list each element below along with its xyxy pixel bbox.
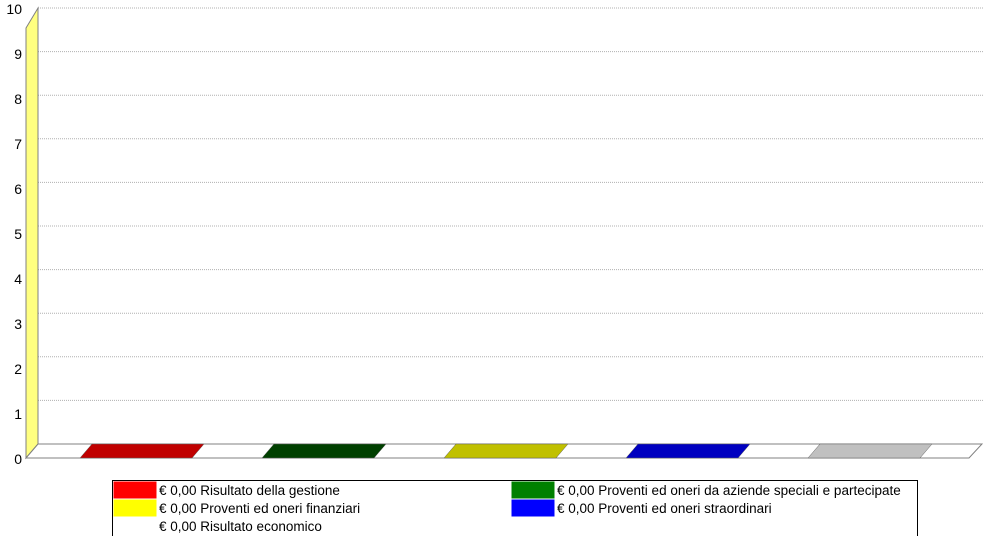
bar [261, 443, 387, 459]
legend-swatch [511, 499, 555, 517]
legend-swatch [113, 481, 157, 499]
legend-entry: € 0,00 Proventi ed oneri straordinari [557, 501, 772, 516]
bar [79, 443, 205, 459]
legend: € 0,00 Risultato della gestione € 0,00 Pr… [112, 480, 918, 536]
gridlines [38, 7, 983, 401]
y-tick-label: 2 [14, 361, 22, 377]
y-tick-label: 9 [14, 46, 22, 62]
bar [443, 443, 569, 459]
y-tick-label: 4 [14, 271, 22, 287]
legend-entry: € 0,00 Risultato della gestione [159, 483, 340, 498]
y-tick-label: 1 [14, 406, 22, 422]
y-tick-label: 6 [14, 181, 22, 197]
y-axis-wall [25, 6, 39, 460]
y-tick-label: 3 [14, 316, 22, 332]
legend-entry: € 0,00 Proventi ed oneri da aziende spec… [557, 483, 901, 498]
y-tick-label: 5 [14, 226, 22, 242]
legend-swatch [113, 517, 157, 535]
y-axis-wall-panel [25, 6, 39, 460]
legend-entry: € 0,00 Risultato economico [159, 519, 322, 534]
y-tick-label: 0 [14, 451, 22, 467]
bar [625, 443, 751, 459]
legend-swatch [113, 499, 157, 517]
y-tick-label: 10 [6, 1, 22, 17]
y-tick-labels: 0 1 2 3 4 5 6 7 8 9 10 [6, 1, 22, 467]
bars [79, 443, 933, 459]
y-tick-label: 7 [14, 136, 22, 152]
legend-swatch [511, 481, 555, 499]
y-tick-label: 8 [14, 91, 22, 107]
legend-entry: € 0,00 Proventi ed oneri finanziari [159, 501, 360, 516]
bar [807, 443, 933, 459]
